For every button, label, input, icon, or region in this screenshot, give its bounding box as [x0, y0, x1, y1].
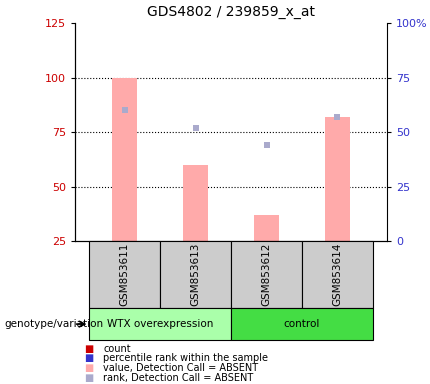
Text: control: control: [284, 319, 320, 329]
Text: ■: ■: [84, 373, 93, 383]
Text: value, Detection Call = ABSENT: value, Detection Call = ABSENT: [103, 363, 258, 373]
Text: WTX overexpression: WTX overexpression: [107, 319, 213, 329]
Text: rank, Detection Call = ABSENT: rank, Detection Call = ABSENT: [103, 373, 253, 383]
Bar: [113, 78, 137, 241]
Title: GDS4802 / 239859_x_at: GDS4802 / 239859_x_at: [147, 5, 315, 19]
Text: ■: ■: [84, 363, 93, 373]
Text: GSM853612: GSM853612: [261, 243, 272, 306]
Bar: [231, 308, 373, 340]
Text: GSM853614: GSM853614: [332, 243, 342, 306]
Bar: [89, 308, 231, 340]
Text: genotype/variation: genotype/variation: [4, 319, 104, 329]
Text: GSM853613: GSM853613: [190, 243, 201, 306]
Text: ■: ■: [84, 353, 93, 363]
Text: GSM853611: GSM853611: [120, 243, 130, 306]
Bar: [183, 165, 208, 241]
Bar: [89, 241, 160, 308]
Bar: [302, 241, 373, 308]
Bar: [231, 241, 302, 308]
Text: percentile rank within the sample: percentile rank within the sample: [103, 353, 268, 363]
Bar: [325, 117, 350, 241]
Text: count: count: [103, 344, 131, 354]
Bar: [254, 215, 279, 241]
Text: ■: ■: [84, 344, 93, 354]
Bar: [160, 241, 231, 308]
